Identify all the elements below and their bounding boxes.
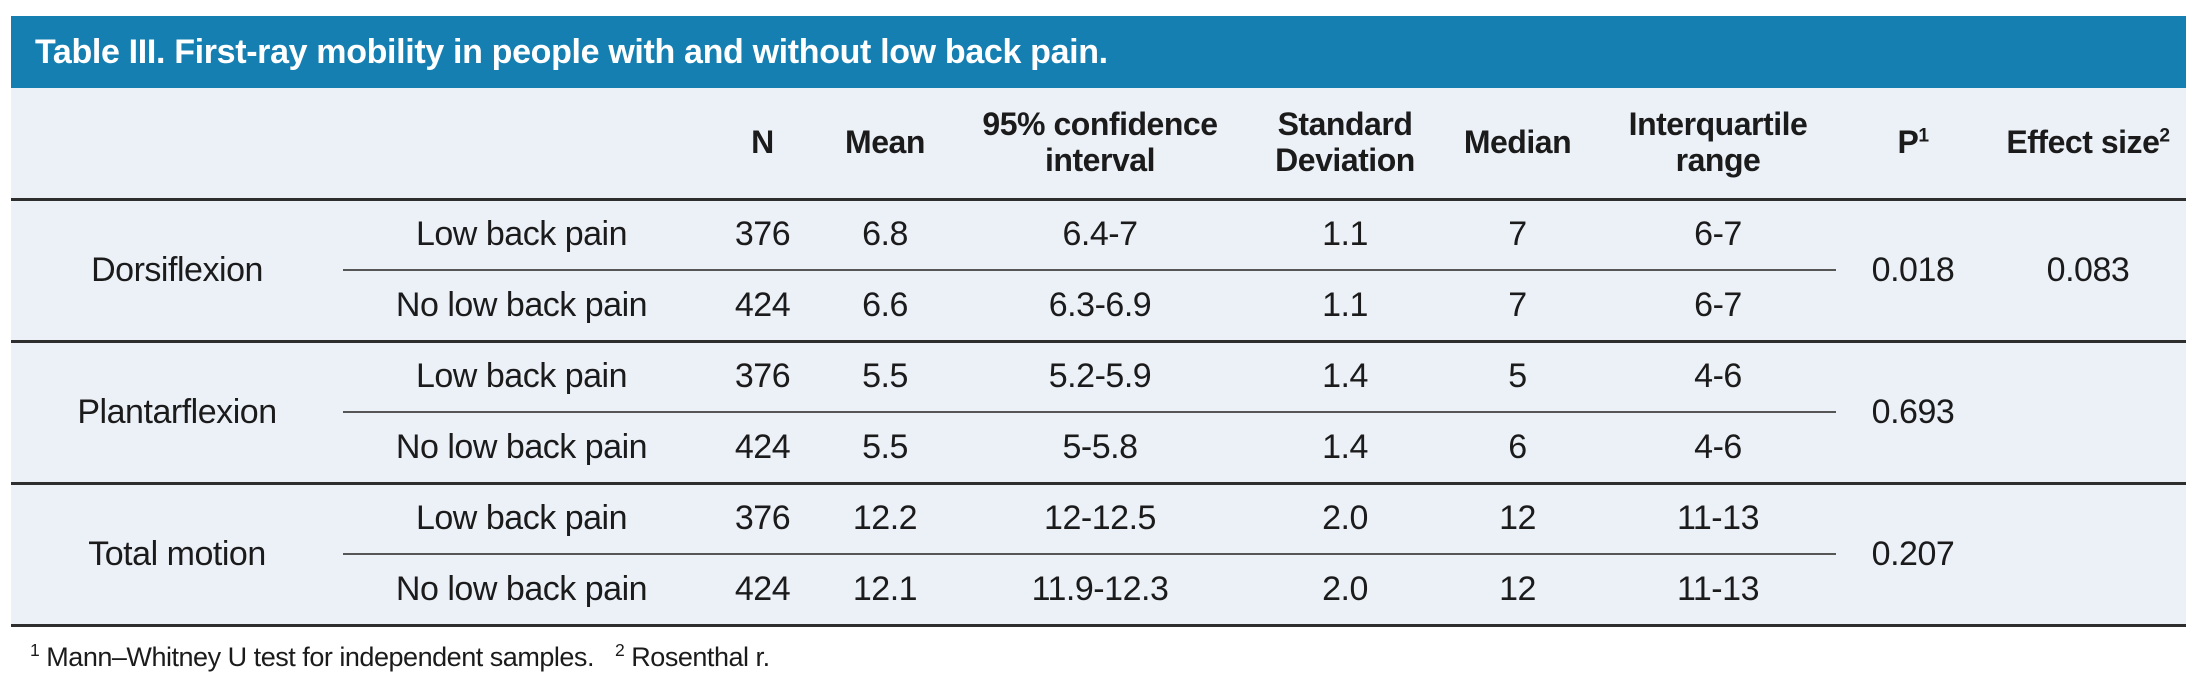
group-label: No low back pain [395, 285, 648, 324]
cell-iqr: 6-7 [1694, 285, 1742, 324]
cell-sd: 1.1 [1322, 285, 1368, 324]
group-label: Low back pain [343, 341, 700, 413]
table-row: Dorsiflexion Low back pain 376 6.8 6.4-7… [11, 199, 2186, 289]
cell-median: 7 [1435, 199, 1600, 271]
cell-n: 376 [700, 483, 825, 555]
cell-median: 12 [1499, 569, 1536, 608]
header-mean: Mean [845, 123, 925, 160]
cell-ci: 5.2-5.9 [945, 341, 1255, 413]
header-standard-deviation: Standard Deviation [1275, 105, 1415, 178]
cell-n: 376 [700, 199, 825, 271]
footnote-text-1: Mann–Whitney U test for independent samp… [46, 642, 594, 672]
cell-n: 424 [734, 427, 791, 466]
cell-p-value: 0.207 [1871, 534, 1955, 573]
header-rowlabel-spacer [11, 88, 343, 199]
footnote-marker-1: 1 [30, 640, 40, 660]
footnote: 1 Mann–Whitney U test for independent sam… [30, 640, 770, 673]
table-title: Table III. First-ray mobility in people … [35, 32, 1108, 71]
header-n: N [751, 123, 774, 160]
header-p-value: P1 [1897, 123, 1929, 160]
group-plantarflexion: Plantarflexion Low back pain 376 5.5 5.2… [11, 341, 2186, 483]
cell-iqr: 11-13 [1676, 569, 1760, 608]
cell-iqr: 4-6 [1600, 341, 1836, 413]
cell-p-value: 0.693 [1871, 392, 1955, 431]
cell-sd: 2.0 [1322, 569, 1368, 608]
group-dorsiflexion: Dorsiflexion Low back pain 376 6.8 6.4-7… [11, 199, 2186, 341]
cell-effect-size: 0.083 [2046, 250, 2130, 289]
cell-sd: 1.4 [1322, 427, 1368, 466]
cell-ci: 6.4-7 [945, 199, 1255, 271]
table-row: Plantarflexion Low back pain 376 5.5 5.2… [11, 341, 2186, 431]
cell-iqr: 4-6 [1694, 427, 1742, 466]
cell-sd: 2.0 [1255, 483, 1435, 555]
cell-median: 6 [1508, 427, 1527, 466]
row-label-plantarflexion: Plantarflexion [77, 392, 277, 431]
cell-effect-size [1990, 483, 2186, 625]
footnote-marker-2: 2 [615, 640, 625, 660]
table-title-bar: Table III. First-ray mobility in people … [11, 16, 2186, 88]
cell-sd: 1.1 [1255, 199, 1435, 271]
cell-median: 7 [1508, 285, 1527, 324]
group-total-motion: Total motion Low back pain 376 12.2 12-1… [11, 483, 2186, 625]
cell-ci: 12-12.5 [945, 483, 1255, 555]
row-label-dorsiflexion: Dorsiflexion [91, 250, 263, 289]
header-effect-size: Effect size2 [2006, 123, 2170, 160]
cell-mean: 5.5 [862, 427, 908, 466]
cell-median: 5 [1435, 341, 1600, 413]
header-median: Median [1463, 123, 1572, 160]
cell-ci: 6.3-6.9 [1048, 285, 1152, 324]
cell-effect-size [1990, 341, 2186, 483]
cell-mean: 12.2 [825, 483, 945, 555]
cell-mean: 6.8 [825, 199, 945, 271]
header-confidence-interval: 95% confidence interval [982, 105, 1218, 178]
cell-n: 376 [700, 341, 825, 413]
header-group-spacer [343, 88, 700, 199]
table-row: Total motion Low back pain 376 12.2 12-1… [11, 483, 2186, 573]
cell-iqr: 6-7 [1600, 199, 1836, 271]
cell-mean: 12.1 [852, 569, 918, 608]
header-interquartile-range: Interquartile range [1628, 105, 1808, 178]
cell-mean: 6.6 [862, 285, 908, 324]
table-row: No low back pain 424 6.6 6.3-6.9 1.1 7 6… [11, 270, 2186, 341]
cell-sd: 1.4 [1255, 341, 1435, 413]
cell-ci: 5-5.8 [1062, 427, 1138, 466]
group-label: Low back pain [343, 483, 700, 555]
footnote-text-2: Rosenthal r. [631, 642, 770, 672]
row-label-total-motion: Total motion [88, 534, 266, 573]
cell-p-value: 0.018 [1871, 250, 1955, 289]
p-footnote-marker: 1 [1918, 125, 1929, 147]
cell-n: 424 [734, 569, 791, 608]
cell-mean: 5.5 [825, 341, 945, 413]
group-label: Low back pain [343, 199, 700, 271]
group-label: No low back pain [395, 427, 648, 466]
cell-ci: 11.9-12.3 [1031, 569, 1169, 608]
cell-n: 424 [734, 285, 791, 324]
cell-iqr: 11-13 [1600, 483, 1836, 555]
cell-median: 12 [1435, 483, 1600, 555]
table-row: No low back pain 424 5.5 5-5.8 1.4 6 4-6 [11, 412, 2186, 483]
first-ray-mobility-table: N Mean 95% confidence interval Standard … [11, 88, 2186, 627]
group-label: No low back pain [395, 569, 648, 608]
effect-size-footnote-marker: 2 [2159, 125, 2170, 147]
column-header-row: N Mean 95% confidence interval Standard … [11, 88, 2186, 199]
table-row: No low back pain 424 12.1 11.9-12.3 2.0 … [11, 554, 2186, 625]
